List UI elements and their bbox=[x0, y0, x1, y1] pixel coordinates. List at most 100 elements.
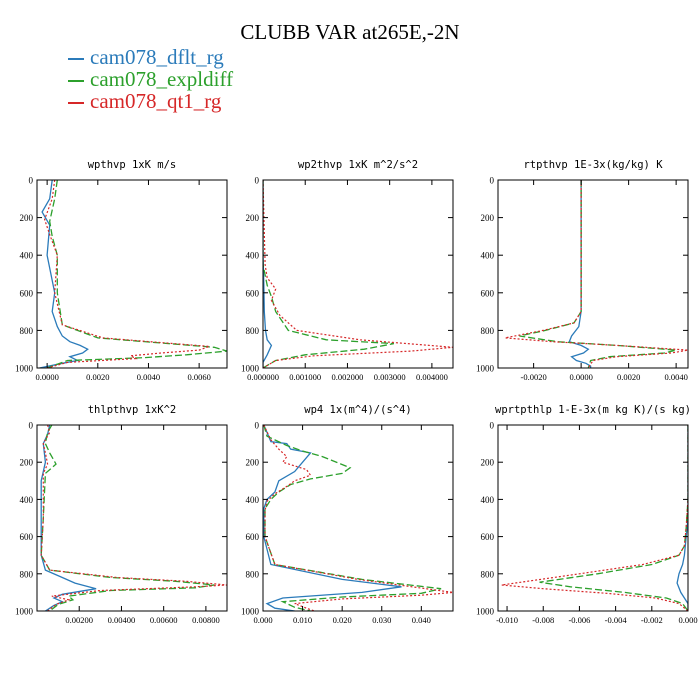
panel-4: thlpthvp 1xK^2 0 200 400 600 800 1000 0.00200 0.… bbox=[15, 404, 228, 625]
x-tick-label: 0.0020 bbox=[86, 372, 109, 382]
series-line-1 bbox=[39, 180, 89, 368]
series-line-1 bbox=[263, 425, 402, 611]
series-line-2 bbox=[40, 425, 215, 611]
y-tick-label: 600 bbox=[246, 288, 260, 298]
x-tick-label: 0.0060 bbox=[187, 372, 210, 382]
panel-title: wpthvp 1xK m/s bbox=[88, 159, 177, 171]
x-tick-label: 0.000000 bbox=[247, 372, 279, 382]
legend-label-expldiff: cam078_expldiff bbox=[90, 67, 234, 91]
series-line-3 bbox=[43, 180, 210, 368]
x-tick-label: 0.00600 bbox=[150, 615, 178, 625]
y-tick-label: 600 bbox=[20, 288, 34, 298]
x-tick-label: 0.040 bbox=[412, 615, 431, 625]
x-tick-label: 0.003000 bbox=[374, 372, 406, 382]
series-line-3 bbox=[263, 180, 453, 368]
y-tick-label: 800 bbox=[246, 569, 260, 579]
y-tick-label: 400 bbox=[20, 251, 34, 261]
legend-item-dflt: cam078_dflt_rg bbox=[68, 46, 224, 68]
series-line-2 bbox=[539, 425, 688, 611]
series-line-2 bbox=[263, 425, 442, 611]
series-line-1 bbox=[40, 425, 97, 611]
y-tick-label: 400 bbox=[20, 495, 34, 505]
x-tick-label: 0.0040 bbox=[137, 372, 160, 382]
series-line-3 bbox=[40, 425, 227, 611]
y-tick-label: 200 bbox=[481, 213, 495, 223]
plot-frame bbox=[36, 424, 228, 612]
panel-3: rtpthvp 1E-3x(kg/kg) K 0 200 400 600 800 1000 -… bbox=[476, 159, 689, 382]
series-line-2 bbox=[46, 180, 227, 368]
series-line-3 bbox=[504, 180, 688, 368]
y-tick-label: 200 bbox=[481, 458, 495, 468]
y-tick-label: 200 bbox=[20, 458, 34, 468]
panel-2: wp2thvp 1xK m^2/s^2020040060080010000.00… bbox=[241, 159, 454, 382]
x-tick-label: -0.004 bbox=[605, 615, 628, 625]
x-tick-label: 0.030 bbox=[372, 615, 391, 625]
series-line-3 bbox=[263, 425, 453, 611]
y-tick-label: 0 bbox=[490, 421, 495, 431]
y-tick-label: 400 bbox=[481, 495, 495, 505]
legend-swatch-qt1 bbox=[68, 102, 84, 105]
plot-frame bbox=[262, 424, 454, 612]
panel-title: wprtpthlp 1-E-3x(m kg K)/(s kg) bbox=[495, 404, 691, 416]
panel-title: wp2thvp 1xK m^2/s^2 bbox=[298, 159, 418, 171]
y-tick-label: 1000 bbox=[241, 607, 260, 617]
y-tick-label: 0 bbox=[29, 421, 34, 431]
y-tick-label: 1000 bbox=[476, 364, 495, 374]
y-tick-label: 0 bbox=[29, 176, 34, 186]
x-tick-label: -0.010 bbox=[496, 615, 518, 625]
legend-swatch-expldiff bbox=[68, 80, 84, 83]
x-tick-label: 0.000 bbox=[678, 615, 697, 625]
y-tick-label: 0 bbox=[255, 176, 260, 186]
y-tick-label: 400 bbox=[246, 251, 260, 261]
x-tick-label: -0.008 bbox=[532, 615, 554, 625]
y-tick-label: 600 bbox=[481, 288, 495, 298]
panel-title: rtpthvp 1E-3x(kg/kg) K bbox=[523, 159, 663, 171]
series-line-3 bbox=[501, 425, 688, 611]
y-tick-label: 200 bbox=[246, 458, 260, 468]
series-line-2 bbox=[519, 180, 677, 368]
y-tick-label: 400 bbox=[246, 495, 260, 505]
y-tick-label: 0 bbox=[255, 421, 260, 431]
y-tick-label: 400 bbox=[481, 251, 495, 261]
panel-title: wp4 1x(m^4)/(s^4) bbox=[304, 404, 411, 416]
x-tick-label: 0.0000 bbox=[35, 372, 58, 382]
x-tick-label: 0.00200 bbox=[65, 615, 93, 625]
y-tick-label: 800 bbox=[481, 569, 495, 579]
y-tick-label: 600 bbox=[246, 532, 260, 542]
y-tick-label: 600 bbox=[20, 532, 34, 542]
series-line-1 bbox=[676, 425, 688, 611]
chart-main-title: CLUBB VAR at265E,-2N bbox=[240, 20, 460, 44]
y-tick-label: 1000 bbox=[15, 364, 34, 374]
y-tick-label: 800 bbox=[481, 326, 495, 336]
x-tick-label: 0.000 bbox=[253, 615, 272, 625]
plot-frame bbox=[36, 179, 228, 369]
x-tick-label: 0.001000 bbox=[289, 372, 321, 382]
x-tick-label: 0.010 bbox=[293, 615, 312, 625]
x-tick-label: 0.00800 bbox=[192, 615, 220, 625]
panel-6: wprtpthlp 1-E-3x(m kg K)/(s kg)0 200 400 60… bbox=[476, 404, 698, 625]
legend-item-qt1: cam078_qt1_rg bbox=[68, 90, 221, 112]
y-tick-label: 800 bbox=[20, 569, 34, 579]
y-tick-label: 1000 bbox=[15, 607, 34, 617]
y-tick-label: 1000 bbox=[241, 364, 260, 374]
x-tick-label: 0.020 bbox=[333, 615, 352, 625]
plot-frame bbox=[497, 424, 689, 612]
panel-title: thlpthvp 1xK^2 bbox=[88, 404, 177, 416]
y-tick-label: 0 bbox=[490, 176, 495, 186]
y-tick-label: 800 bbox=[246, 326, 260, 336]
plot-frame bbox=[497, 179, 689, 369]
x-tick-label: 0.0000 bbox=[569, 372, 592, 382]
x-tick-label: 0.0040 bbox=[664, 372, 687, 382]
y-tick-label: 800 bbox=[20, 326, 34, 336]
y-tick-label: 200 bbox=[246, 213, 260, 223]
y-tick-label: 600 bbox=[481, 532, 495, 542]
x-tick-label: 0.002000 bbox=[332, 372, 364, 382]
series-line-2 bbox=[263, 180, 395, 368]
y-tick-label: 200 bbox=[20, 213, 34, 223]
x-tick-label: 0.004000 bbox=[416, 372, 448, 382]
legend-swatch-dflt bbox=[68, 58, 84, 61]
legend-item-expldiff: cam078_expldiff bbox=[68, 68, 233, 90]
